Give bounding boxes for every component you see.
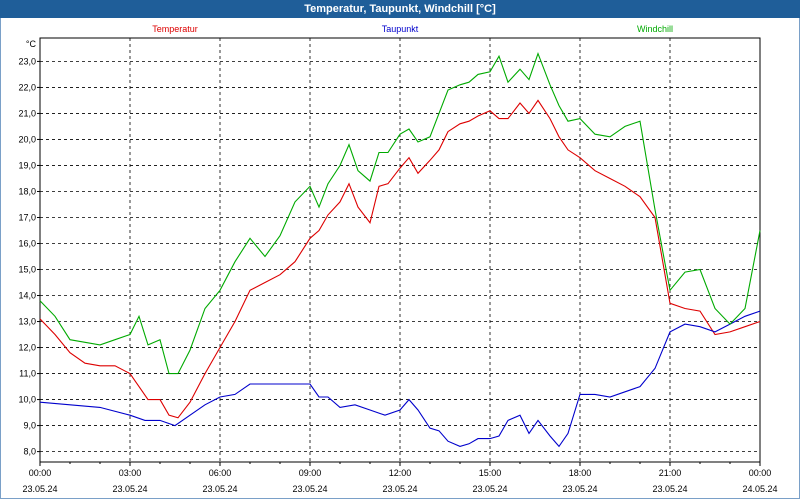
x-tick-date: 23.05.24 — [652, 484, 687, 494]
y-tick-label: 13,0 — [18, 317, 36, 327]
legend-taupunkt: Taupunkt — [382, 24, 419, 34]
x-tick-date: 23.05.24 — [472, 484, 507, 494]
y-tick-label: 19,0 — [18, 160, 36, 170]
y-tick-label: 20,0 — [18, 134, 36, 144]
legend-windchill: Windchill — [637, 24, 673, 34]
y-tick-label: 8,0 — [23, 447, 36, 457]
series-line-taupunkt — [39, 310, 761, 448]
x-tick-time: 03:00 — [119, 468, 142, 478]
x-tick-date: 23.05.24 — [112, 484, 147, 494]
y-tick-label: 10,0 — [18, 395, 36, 405]
chart-title: Temperatur, Taupunkt, Windchill [°C] — [0, 0, 800, 18]
x-tick-date: 23.05.24 — [292, 484, 327, 494]
x-tick-time: 12:00 — [389, 468, 412, 478]
x-tick-date: 23.05.24 — [22, 484, 57, 494]
x-tick-time: 00:00 — [749, 468, 772, 478]
y-axis-label: °C — [26, 39, 37, 49]
x-tick-date: 23.05.24 — [202, 484, 237, 494]
legend-temperatur: Temperatur — [152, 24, 198, 34]
y-tick-label: 11,0 — [19, 369, 36, 379]
y-tick-label: 9,0 — [23, 421, 36, 431]
x-tick-time: 09:00 — [299, 468, 322, 478]
y-tick-label: 12,0 — [18, 343, 36, 353]
y-tick-label: 17,0 — [18, 212, 36, 222]
x-tick-time: 00:00 — [29, 468, 52, 478]
x-tick-time: 06:00 — [209, 468, 232, 478]
y-tick-label: 23,0 — [18, 56, 36, 66]
y-tick-label: 16,0 — [18, 238, 36, 248]
series-line-windchill — [39, 51, 761, 375]
x-tick-time: 15:00 — [479, 468, 502, 478]
y-tick-label: 14,0 — [18, 291, 36, 301]
x-tick-time: 18:00 — [569, 468, 592, 478]
x-tick-date: 23.05.24 — [562, 484, 597, 494]
y-tick-label: 21,0 — [18, 108, 36, 118]
y-tick-label: 22,0 — [18, 82, 36, 92]
series-line-temperatur — [39, 99, 761, 419]
x-tick-date: 23.05.24 — [382, 484, 417, 494]
x-tick-time: 21:00 — [659, 468, 682, 478]
x-tick-date: 24.05.24 — [742, 484, 777, 494]
y-tick-label: 15,0 — [18, 265, 36, 275]
y-tick-label: 18,0 — [18, 186, 36, 196]
